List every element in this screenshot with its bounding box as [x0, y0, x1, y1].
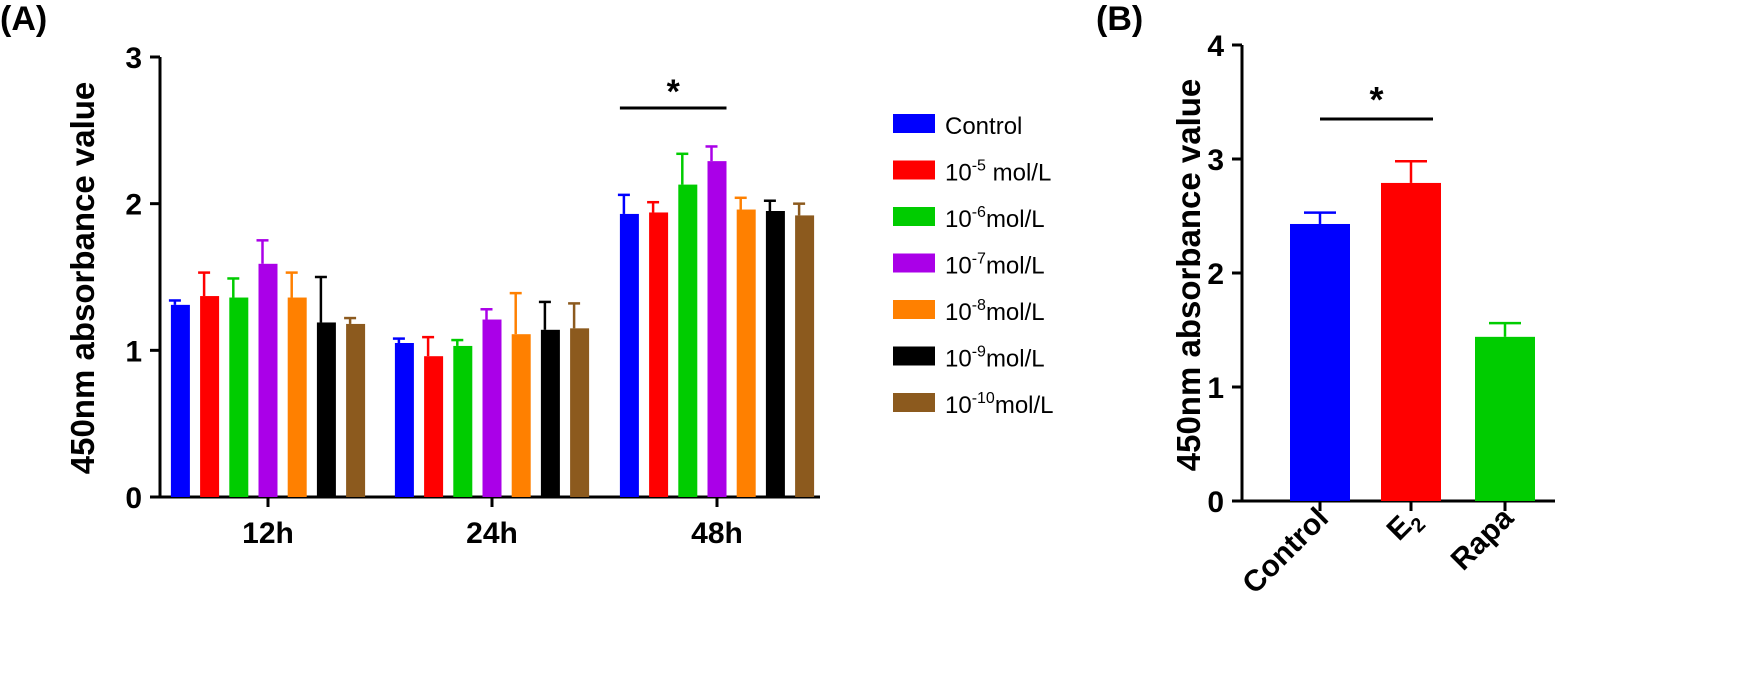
- panel-b: (B) 450nm absorbance value 0 1 2 3 4 Control E…: [1096, 0, 1555, 600]
- legend-label: 10-8mol/L: [945, 297, 1045, 326]
- panel-b-y-tick-label: 4: [1207, 30, 1224, 63]
- legend-label-base: 10: [945, 392, 972, 419]
- panel-b-label: (B): [1096, 0, 1143, 38]
- legend-label-exponent: -9: [972, 344, 986, 361]
- panel-a-bar: [511, 334, 531, 497]
- panel-a-y-tick-label: 3: [125, 42, 142, 75]
- panel-a-bar: [678, 184, 698, 497]
- panel-a-significance-marker: *: [667, 73, 681, 111]
- panel-b-y-tick-label: 0: [1207, 486, 1224, 519]
- panel-a-x-tick-label: 12h: [242, 517, 294, 550]
- panel-b-x-tick-label: Rapa: [1445, 501, 1520, 576]
- legend-swatch: [893, 300, 935, 319]
- legend-swatch: [893, 253, 935, 273]
- legend-swatch: [893, 346, 935, 366]
- panel-b-y-axis-label: 450nm absorbance value: [1170, 79, 1207, 472]
- panel-a-bar: [229, 297, 249, 497]
- legend-label-unit: mol/L: [986, 299, 1045, 326]
- panel-a-x-tick-label: 24h: [466, 517, 518, 550]
- panel-a-bar: [570, 328, 590, 497]
- legend-label-base: 10: [945, 160, 972, 187]
- legend-label: Control: [945, 113, 1022, 140]
- panel-a-label: (A): [0, 0, 47, 38]
- panel-a-y-tick-label: 0: [125, 482, 142, 515]
- panel-a-bar: [453, 345, 473, 497]
- panel-b-significance-marker: *: [1369, 79, 1383, 120]
- legend-label: 10-5 mol/L: [945, 158, 1051, 187]
- legend-label-base: Control: [945, 113, 1022, 140]
- panel-b-x-tick-label-base: Rapa: [1445, 501, 1520, 576]
- panel-b-y-tick-label: 2: [1207, 258, 1224, 291]
- panel-a-y-tick-label: 2: [125, 189, 142, 222]
- legend-label-exponent: -7: [972, 251, 986, 268]
- legend-label-base: 10: [945, 206, 972, 233]
- legend-label-unit: mol/L: [986, 160, 1051, 187]
- panel-a-bar: [540, 329, 560, 497]
- panel-a-bar: [649, 212, 669, 497]
- panel-b-y-tick-label: 3: [1207, 144, 1224, 177]
- panel-a-bar: [765, 211, 785, 497]
- panel-a-y-tick-label: 1: [125, 335, 142, 368]
- panel-a-bar: [795, 215, 815, 497]
- panel-b-y-tick-label: 1: [1207, 372, 1224, 405]
- legend-label-exponent: -5: [972, 158, 986, 175]
- legend-label-unit: mol/L: [995, 392, 1054, 419]
- panel-a-bar: [707, 161, 727, 497]
- panel-a-bar: [287, 297, 307, 497]
- legend-label: 10-10mol/L: [945, 390, 1054, 419]
- legend-swatch: [893, 114, 935, 133]
- legend-label-exponent: -6: [972, 204, 986, 221]
- panel-a-bar: [258, 263, 278, 497]
- panel-a-bar: [170, 304, 190, 497]
- legend-swatch: [893, 393, 935, 412]
- legend-label-base: 10: [945, 299, 972, 326]
- panel-b-x-tick-label: Control: [1236, 502, 1335, 601]
- panel-a-bar: [424, 356, 444, 497]
- legend-label: 10-9mol/L: [945, 344, 1045, 373]
- panel-a: (A) 450nm absorbance value 0 1 2 3 12h 24h 48h…: [0, 0, 1054, 550]
- panel-a-bar: [619, 213, 639, 497]
- panel-a-bar: [482, 319, 502, 497]
- legend-label-exponent: -8: [972, 297, 986, 314]
- legend-swatch: [893, 160, 935, 180]
- panel-a-bar: [736, 209, 756, 498]
- panel-b-bars: *: [1290, 79, 1535, 502]
- panel-a-bars: *: [168, 73, 815, 498]
- legend-swatch: [893, 207, 935, 226]
- legend-label-unit: mol/L: [986, 206, 1045, 233]
- legend-label-base: 10: [945, 253, 972, 280]
- legend-label: 10-7mol/L: [945, 251, 1045, 280]
- legend-label: 10-6mol/L: [945, 204, 1045, 233]
- panel-a-bar: [394, 343, 414, 497]
- panel-b-bar: [1290, 223, 1350, 502]
- legend-label-unit: mol/L: [986, 253, 1045, 280]
- panel-b-bar: [1475, 336, 1535, 501]
- panel-a-bar: [200, 296, 220, 497]
- panel-b-x-tick-label-base: Control: [1236, 502, 1335, 601]
- panel-a-x-tick-label: 48h: [691, 517, 743, 550]
- legend-label-unit: mol/L: [986, 346, 1045, 373]
- panel-b-bar: [1381, 182, 1441, 501]
- panel-a-y-axis-label: 450nm absorbance value: [64, 82, 101, 475]
- panel-b-x-tick-label: E2: [1381, 502, 1431, 552]
- panel-a-bar: [316, 322, 336, 497]
- legend-label-exponent: -10: [972, 390, 995, 407]
- panel-a-bar: [346, 323, 366, 497]
- legend-label-base: 10: [945, 346, 972, 373]
